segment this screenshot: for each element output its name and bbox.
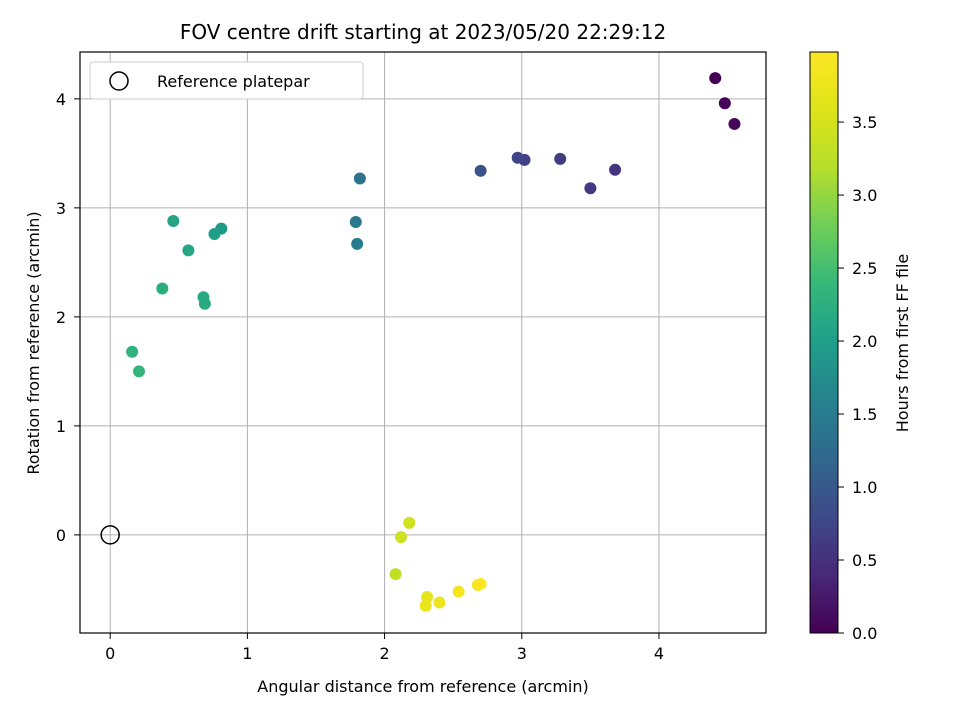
- scatter-point: [389, 568, 402, 581]
- colorbar-ticks: 0.0 0.5 1.0 1.5 2.0 2.5 3.0 3.5: [838, 113, 877, 643]
- scatter-point: [395, 531, 408, 544]
- scatter-point: [351, 237, 364, 250]
- legend-label: Reference platepar: [157, 72, 310, 91]
- x-tick-label: 4: [654, 644, 664, 663]
- colorbar-frame: [809, 51, 839, 634]
- y-axis-ticks: 0 1 2 3 4: [56, 90, 80, 545]
- scatter-point: [584, 182, 597, 195]
- x-tick-label: 2: [379, 644, 389, 663]
- x-tick-label: 3: [517, 644, 527, 663]
- chart-title: FOV centre drift starting at 2023/05/20 …: [180, 20, 666, 44]
- scatter-point: [728, 117, 741, 130]
- scatter-point: [452, 585, 465, 598]
- colorbar-tick-label: 3.5: [852, 113, 877, 132]
- colorbar: 0.0 0.5 1.0 1.5 2.0 2.5 3.0 3.5 Hours from firs…: [809, 51, 912, 643]
- y-axis-label: Rotation from reference (arcmin): [24, 211, 43, 474]
- scatter-point: [167, 214, 180, 227]
- colorbar-tick-label: 3.0: [852, 186, 877, 205]
- scatter-point: [349, 216, 362, 229]
- scatter-point: [132, 365, 145, 378]
- y-tick-label: 4: [56, 90, 66, 109]
- y-tick-label: 0: [56, 526, 66, 545]
- scatter-point: [474, 164, 487, 177]
- data-points: [126, 72, 741, 612]
- y-tick-label: 2: [56, 308, 66, 327]
- colorbar-tick-label: 0.5: [852, 551, 877, 570]
- reference-point: [100, 525, 120, 545]
- scatter-point: [353, 172, 366, 185]
- scatter-point: [156, 282, 169, 295]
- colorbar-tick-label: 1.0: [852, 478, 877, 497]
- y-tick-label: 1: [56, 417, 66, 436]
- colorbar-label: Hours from first FF file: [893, 254, 912, 433]
- scatter-point: [474, 577, 487, 590]
- scatter-point: [403, 516, 416, 529]
- plot-frame: [79, 51, 767, 634]
- colorbar-tick-label: 2.0: [852, 332, 877, 351]
- colorbar-tick-label: 2.5: [852, 259, 877, 278]
- scatter-point: [511, 151, 524, 164]
- legend-box: [89, 61, 364, 100]
- scatter-point: [718, 97, 731, 110]
- x-tick-label: 0: [105, 644, 115, 663]
- y-tick-label: 3: [56, 199, 66, 218]
- x-axis-ticks: 0 1 2 3 4: [105, 633, 664, 663]
- scatter-point: [709, 72, 722, 85]
- scatter-point: [433, 596, 446, 609]
- legend-marker: [109, 71, 129, 91]
- grid-lines: [80, 52, 766, 633]
- legend: Reference platepar: [89, 61, 364, 100]
- scatter-point: [182, 244, 195, 257]
- scatter-point: [609, 163, 622, 176]
- scatter-point: [554, 152, 567, 165]
- colorbar-tick-label: 0.0: [852, 624, 877, 643]
- colorbar-tick-label: 1.5: [852, 405, 877, 424]
- x-axis-label: Angular distance from reference (arcmin): [257, 677, 588, 696]
- scatter-point: [126, 345, 139, 358]
- colorbar-gradient: [810, 52, 838, 633]
- x-tick-label: 1: [242, 644, 252, 663]
- scatter-point: [419, 599, 432, 612]
- scatter-point: [208, 228, 221, 241]
- scatter-point: [198, 297, 211, 310]
